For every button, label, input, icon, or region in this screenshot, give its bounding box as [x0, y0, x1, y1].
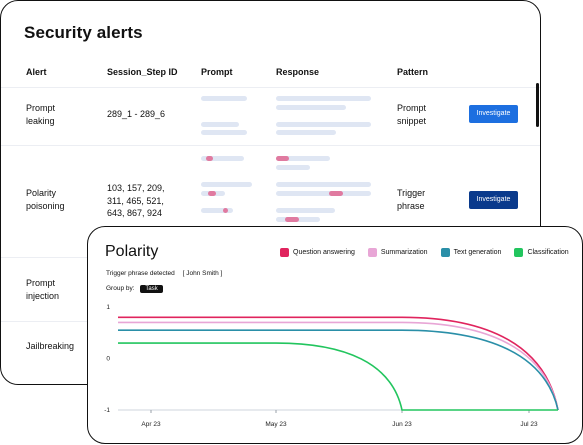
y-tick-label: 0 — [106, 356, 110, 363]
response-redacted-bar — [276, 165, 310, 170]
alert-name-jailbreaking: Jailbreaking — [26, 341, 75, 351]
legend-label: Question answering — [293, 249, 355, 256]
group-by-control: Group by: Task — [106, 285, 163, 293]
row-divider — [1, 145, 540, 146]
investigate-button[interactable]: Investigate — [469, 191, 518, 209]
legend-swatch-text-generation — [440, 248, 450, 257]
chart-plot-area: 1 0 -1 Apr 23 May 23 Jun 23 Jul 23 — [104, 304, 559, 428]
y-tick-label: -1 — [104, 407, 110, 414]
legend-swatch-question-answering — [280, 248, 289, 257]
prompt-redacted-bar — [201, 130, 247, 135]
x-tick-label: Jun 23 — [392, 421, 412, 428]
trigger-phrase-highlight — [329, 191, 343, 196]
col-header-session-step-id: Session_Step ID — [107, 67, 178, 77]
alert-name-polarity-poisoning: Polarity poisoning — [26, 188, 65, 211]
x-tick-label: May 23 — [265, 421, 287, 428]
table-scrollbar[interactable] — [536, 83, 539, 127]
series-line-classification — [118, 342, 558, 411]
series-line-summarization — [118, 321, 559, 411]
legend-item[interactable]: Summarization — [367, 248, 428, 257]
legend-swatch-summarization — [367, 248, 377, 257]
trigger-phrase-highlight — [276, 156, 289, 161]
alert-name-prompt-injection: Prompt injection — [26, 278, 60, 301]
x-tick-label: Apr 23 — [141, 421, 161, 428]
y-tick-label: 1 — [106, 304, 110, 311]
pattern-trigger-phrase: Trigger phrase — [397, 188, 426, 211]
response-redacted-bar — [276, 156, 330, 161]
pattern-prompt-snippet: Prompt snippet — [397, 103, 427, 126]
col-header-pattern: Pattern — [397, 67, 429, 77]
group-by-label: Group by: — [106, 285, 135, 292]
x-tick-label: Jul 23 — [520, 421, 538, 428]
polarity-title: Polarity — [105, 243, 159, 260]
polarity-chart: 1 0 -1 Apr 23 May 23 Jun 23 Jul 23 — [104, 304, 559, 428]
trigger-phrase-highlight — [206, 156, 213, 161]
session-step-ids: 103, 157, 209, 311, 465, 521, 643, 867, … — [107, 183, 165, 218]
col-header-prompt: Prompt — [201, 67, 233, 77]
prompt-redacted-bar — [201, 122, 239, 127]
legend-label: Summarization — [380, 249, 428, 256]
legend-item[interactable]: Question answering — [280, 248, 355, 257]
prompt-redacted-bar — [201, 182, 252, 187]
response-redacted-bar — [276, 182, 371, 187]
trigger-phrase-highlight — [223, 208, 228, 213]
row-divider — [1, 87, 540, 88]
polarity-panel: Polarity Question answering Summarizatio… — [87, 226, 583, 444]
series-line-question-answering — [118, 316, 559, 411]
trigger-phrase-label: Trigger phrase detected — [106, 270, 175, 277]
investigate-button[interactable]: Investigate — [469, 105, 518, 123]
alert-name-prompt-leaking: Prompt leaking — [26, 103, 56, 126]
legend-swatch-classification — [514, 248, 524, 257]
security-alerts-title: Security alerts — [24, 23, 143, 42]
response-redacted-bar — [276, 130, 336, 135]
response-redacted-bar — [276, 105, 346, 110]
trigger-phrase-value: [ John Smith ] — [182, 270, 223, 277]
series-line-text-generation — [118, 329, 559, 411]
legend-label: Classification — [527, 249, 569, 256]
trigger-phrase-highlight — [208, 191, 216, 196]
prompt-redacted-bar — [201, 96, 247, 101]
response-redacted-bar — [276, 96, 371, 101]
response-redacted-bar — [276, 208, 335, 213]
response-redacted-bar — [276, 122, 371, 127]
chart-legend: Question answering Summarization Text ge… — [280, 248, 569, 257]
session-step-ids: 289_1 - 289_6 — [107, 109, 166, 119]
prompt-redacted-bar — [201, 208, 233, 213]
legend-item[interactable]: Text generation — [440, 248, 502, 257]
group-by-task-chip[interactable]: Task — [140, 285, 163, 293]
legend-item[interactable]: Classification — [514, 248, 569, 257]
trigger-phrase-highlight — [285, 217, 299, 222]
legend-label: Text generation — [453, 249, 502, 256]
prompt-redacted-bar — [201, 156, 244, 161]
col-header-alert: Alert — [26, 67, 47, 77]
col-header-response: Response — [276, 67, 320, 77]
trigger-phrase-info: Trigger phrase detected [ John Smith ] — [106, 270, 222, 277]
response-redacted-bar — [276, 191, 371, 196]
